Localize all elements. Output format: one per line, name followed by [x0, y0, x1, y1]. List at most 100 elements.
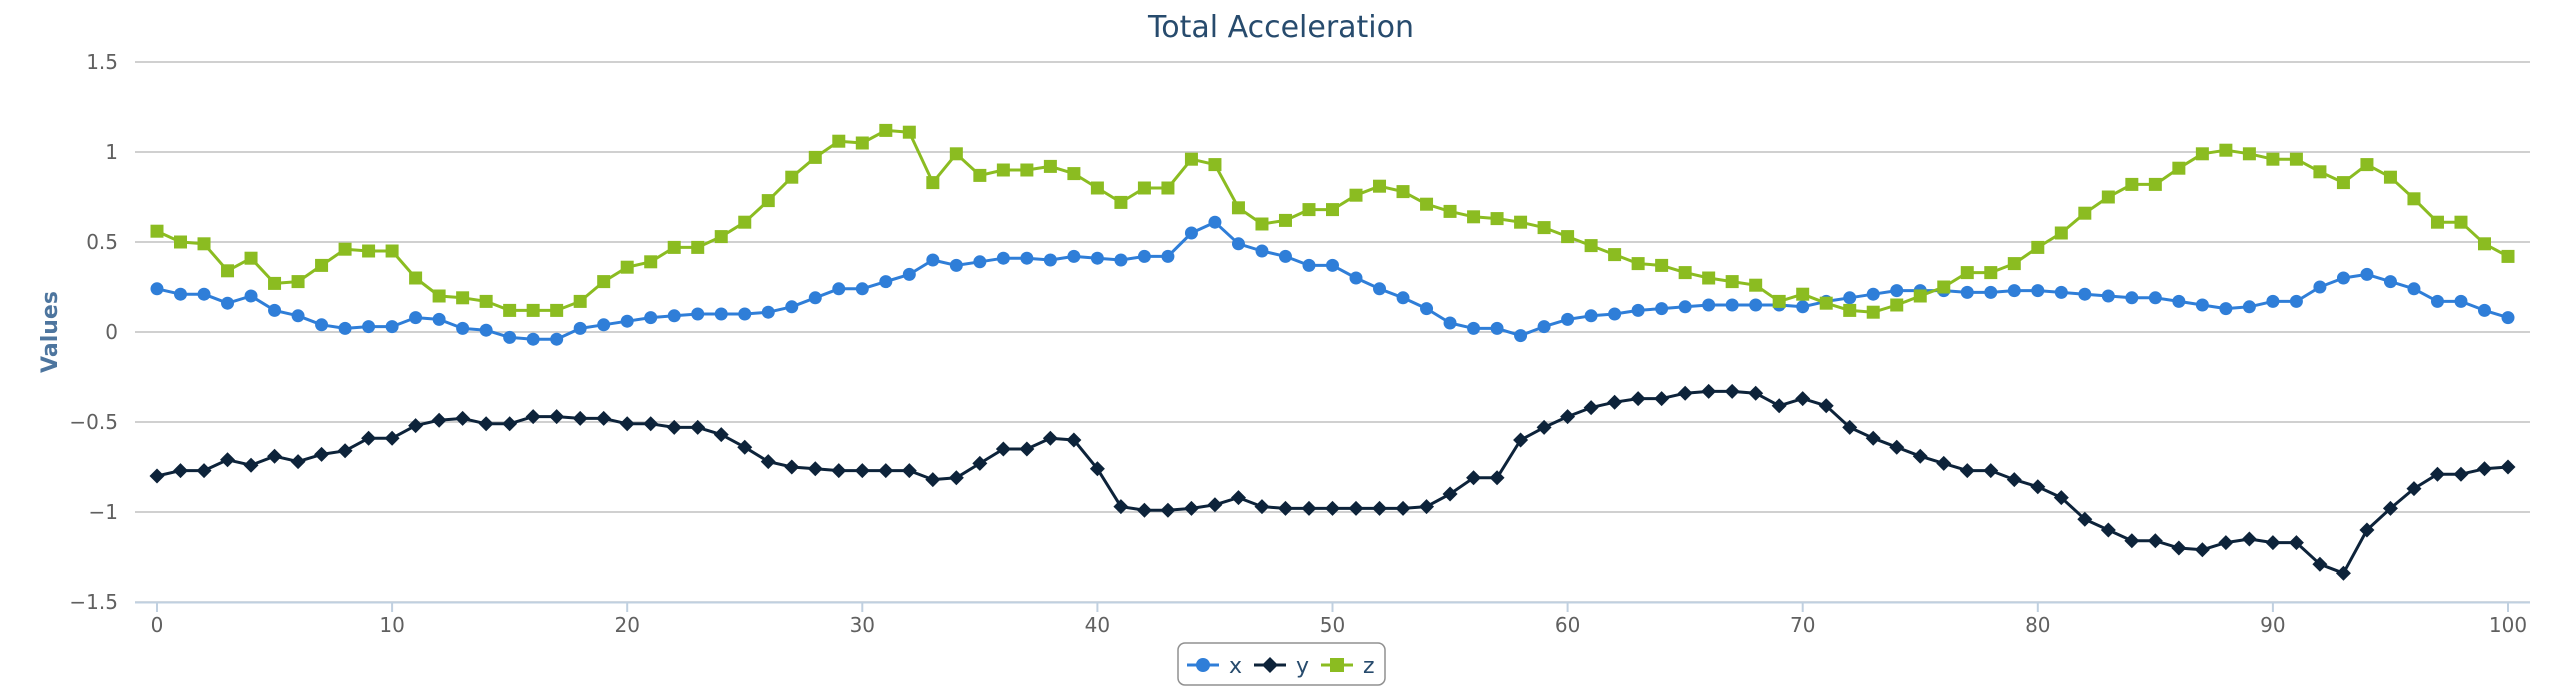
data-point-x[interactable] [2336, 271, 2350, 285]
data-point-y[interactable] [1254, 499, 1270, 515]
data-point-y[interactable] [2194, 542, 2210, 558]
data-point-x[interactable] [644, 311, 658, 325]
data-point-z[interactable] [2031, 240, 2045, 254]
data-point-y[interactable] [267, 448, 283, 464]
data-point-z[interactable] [1631, 257, 1645, 271]
data-point-z[interactable] [1913, 289, 1927, 303]
data-point-x[interactable] [1749, 298, 1763, 312]
data-point-y[interactable] [2006, 472, 2022, 488]
data-point-z[interactable] [479, 294, 493, 308]
data-point-y[interactable] [2312, 556, 2328, 572]
data-point-x[interactable] [1396, 291, 1410, 305]
data-point-z[interactable] [573, 294, 587, 308]
data-point-y[interactable] [290, 454, 306, 470]
data-point-z[interactable] [550, 303, 564, 317]
data-point-z[interactable] [315, 258, 329, 272]
data-point-z[interactable] [1678, 266, 1692, 280]
data-point-z[interactable] [2242, 147, 2256, 161]
data-point-z[interactable] [456, 291, 470, 305]
data-point-y[interactable] [1066, 432, 1082, 448]
data-point-y[interactable] [1912, 448, 1928, 464]
data-point-x[interactable] [855, 282, 869, 296]
data-point-y[interactable] [1724, 383, 1740, 399]
data-point-x[interactable] [879, 275, 893, 289]
data-point-z[interactable] [338, 242, 352, 256]
data-point-z[interactable] [2289, 152, 2303, 166]
data-point-y[interactable] [173, 463, 189, 479]
data-point-z[interactable] [902, 125, 916, 139]
data-point-y[interactable] [431, 412, 447, 428]
data-point-y[interactable] [1677, 385, 1693, 401]
legend-item-z[interactable]: z [1321, 654, 1375, 679]
data-point-x[interactable] [1890, 284, 1904, 298]
data-point-y[interactable] [478, 416, 494, 432]
data-point-y[interactable] [361, 430, 377, 446]
data-point-z[interactable] [2101, 190, 2115, 204]
data-point-x[interactable] [1960, 285, 1974, 299]
data-point-y[interactable] [948, 470, 964, 486]
data-point-z[interactable] [221, 264, 235, 278]
data-point-x[interactable] [1514, 329, 1528, 343]
data-point-x[interactable] [1114, 253, 1128, 267]
data-point-z[interactable] [832, 134, 846, 148]
data-point-z[interactable] [1960, 266, 1974, 280]
data-point-z[interactable] [503, 303, 517, 317]
data-point-z[interactable] [1396, 185, 1410, 199]
data-point-y[interactable] [690, 419, 706, 435]
data-point-z[interactable] [1772, 294, 1786, 308]
data-point-z[interactable] [409, 271, 423, 285]
data-point-z[interactable] [2383, 170, 2397, 184]
data-point-y[interactable] [1277, 500, 1293, 516]
data-point-x[interactable] [1443, 316, 1457, 330]
data-point-x[interactable] [573, 321, 587, 335]
data-point-y[interactable] [2077, 511, 2093, 527]
data-point-x[interactable] [1490, 321, 1504, 335]
data-point-z[interactable] [926, 176, 940, 190]
data-point-y[interactable] [1701, 383, 1717, 399]
data-point-z[interactable] [597, 275, 611, 289]
data-point-x[interactable] [2148, 291, 2162, 305]
data-point-x[interactable] [291, 309, 305, 323]
data-point-y[interactable] [619, 416, 635, 432]
data-point-z[interactable] [1725, 275, 1739, 289]
data-point-z[interactable] [996, 163, 1010, 177]
data-point-x[interactable] [409, 311, 423, 325]
data-point-z[interactable] [1137, 181, 1151, 195]
data-point-z[interactable] [2407, 192, 2421, 206]
data-point-y[interactable] [1183, 500, 1199, 516]
data-point-y[interactable] [1089, 461, 1105, 477]
data-point-z[interactable] [2078, 206, 2092, 220]
data-point-x[interactable] [1561, 312, 1575, 326]
data-point-y[interactable] [1748, 385, 1764, 401]
data-point-y[interactable] [807, 461, 823, 477]
data-point-y[interactable] [2265, 535, 2281, 551]
data-point-z[interactable] [808, 150, 822, 164]
data-point-x[interactable] [362, 320, 376, 334]
data-point-x[interactable] [315, 318, 329, 332]
data-point-x[interactable] [1631, 303, 1645, 317]
data-point-x[interactable] [714, 307, 728, 321]
data-point-x[interactable] [550, 332, 564, 346]
data-point-x[interactable] [1137, 249, 1151, 263]
data-point-y[interactable] [1983, 463, 1999, 479]
data-point-z[interactable] [197, 237, 211, 251]
data-point-x[interactable] [1278, 249, 1292, 263]
data-point-y[interactable] [2500, 459, 2516, 475]
data-point-x[interactable] [2031, 284, 2045, 298]
data-point-z[interactable] [785, 170, 799, 184]
data-point-x[interactable] [738, 307, 752, 321]
data-point-y[interactable] [1654, 391, 1670, 407]
data-point-x[interactable] [597, 318, 611, 332]
data-point-z[interactable] [1020, 163, 1034, 177]
data-point-y[interactable] [1113, 499, 1129, 515]
data-point-y[interactable] [1019, 441, 1035, 457]
data-point-z[interactable] [1302, 203, 1316, 217]
legend-item-x[interactable]: x [1187, 654, 1242, 679]
data-point-y[interactable] [2218, 535, 2234, 551]
data-point-y[interactable] [831, 463, 847, 479]
data-point-z[interactable] [1326, 203, 1339, 217]
data-point-z[interactable] [1937, 280, 1951, 294]
data-point-z[interactable] [1561, 230, 1575, 244]
data-point-y[interactable] [1959, 463, 1975, 479]
data-point-z[interactable] [1184, 152, 1198, 166]
